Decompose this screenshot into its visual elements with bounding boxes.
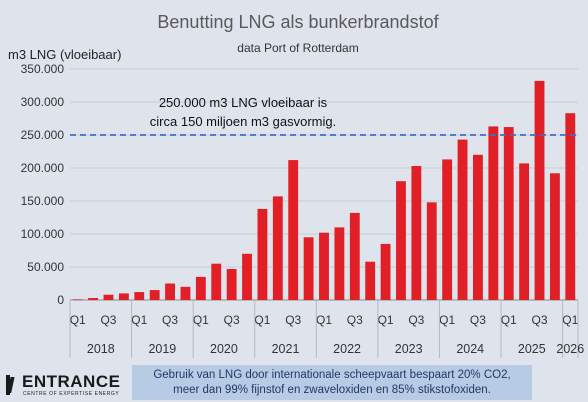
bar bbox=[272, 196, 283, 300]
bar bbox=[457, 139, 468, 300]
reference-annotation-line: 250.000 m3 LNG vloeibaar is bbox=[159, 95, 328, 110]
year-label: 2026 bbox=[556, 342, 584, 356]
bar bbox=[88, 298, 99, 300]
chart-title: Benutting LNG als bunkerbrandstof bbox=[157, 12, 439, 32]
bar bbox=[149, 290, 160, 300]
footer-note-line-2: meer dan 99% fijnstof en zwaveloxiden en… bbox=[173, 383, 491, 396]
y-tick-label: 350.000 bbox=[21, 62, 65, 76]
bar bbox=[549, 173, 560, 300]
reference-annotation-line: circa 150 miljoen m3 gasvormig. bbox=[150, 114, 336, 129]
y-tick-label: 100.000 bbox=[21, 227, 65, 241]
x-axis-ticks: Q1 Q3 Q1 Q3 Q1 Q3 Q1 Q3 Q1 Q3 Q1 Q3 Q1 Q3 Q1 Q3 Q1 bbox=[70, 313, 579, 327]
entrance-logo: ENTRANCE CENTRE OF EXPERTISE ENERGY bbox=[6, 372, 126, 398]
x-tick-label: Q3 bbox=[408, 313, 424, 327]
x-tick-label: Q1 bbox=[254, 313, 270, 327]
bar bbox=[319, 232, 329, 300]
bar bbox=[473, 154, 483, 300]
x-tick-label: Q1 bbox=[316, 313, 332, 327]
bar bbox=[134, 292, 145, 300]
y-tick-label: 50.000 bbox=[27, 260, 64, 274]
bar bbox=[380, 243, 391, 300]
logo-tagline: CENTRE OF EXPERTISE ENERGY bbox=[23, 391, 120, 397]
bar bbox=[411, 166, 422, 300]
x-tick-label: Q3 bbox=[347, 313, 363, 327]
bar-chart: Benutting LNG als bunkerbrandstof data P… bbox=[8, 12, 584, 358]
bar bbox=[503, 127, 514, 300]
bar bbox=[396, 181, 406, 300]
year-label: 2019 bbox=[148, 342, 176, 356]
bar bbox=[519, 163, 530, 300]
bar bbox=[303, 237, 314, 300]
x-tick-label: Q3 bbox=[285, 313, 301, 327]
bar bbox=[165, 283, 175, 300]
bar bbox=[180, 286, 191, 300]
x-tick-label: Q3 bbox=[100, 313, 116, 327]
y-tick-label: 200.000 bbox=[21, 161, 65, 175]
bar bbox=[195, 276, 206, 300]
bar bbox=[103, 294, 114, 300]
x-tick-label: Q1 bbox=[501, 313, 517, 327]
year-label: 2025 bbox=[518, 342, 546, 356]
chart-subtitle: data Port of Rotterdam bbox=[237, 41, 358, 55]
y-axis-label: m3 LNG (vloeibaar) bbox=[8, 47, 121, 62]
footer-note: Gebruik van LNG door internationale sche… bbox=[132, 365, 532, 400]
y-tick-label: 300.000 bbox=[21, 95, 65, 109]
year-label: 2021 bbox=[272, 342, 300, 356]
x-tick-label: Q1 bbox=[562, 313, 578, 327]
y-axis-ticks: 0 50.000 100.000 150.000 200.000 250.000 300.0… bbox=[21, 62, 65, 307]
y-tick-label: 150.000 bbox=[21, 194, 65, 208]
x-tick-label: Q1 bbox=[131, 313, 147, 327]
year-label: 2022 bbox=[333, 342, 361, 356]
bar bbox=[488, 126, 499, 300]
bar bbox=[226, 268, 237, 300]
logo-name: ENTRANCE bbox=[22, 372, 121, 391]
x-axis-years: 2018 2019 2020 2021 2022 2023 2024 2025 2026 bbox=[69, 300, 584, 358]
year-label: 2024 bbox=[456, 342, 484, 356]
x-tick-label: Q3 bbox=[532, 313, 548, 327]
bar bbox=[565, 113, 576, 300]
x-tick-label: Q1 bbox=[439, 313, 455, 327]
footer-note-line-1: Gebruik van LNG door internationale sche… bbox=[153, 368, 511, 381]
y-tick-label: 0 bbox=[57, 293, 64, 307]
x-tick-label: Q1 bbox=[193, 313, 209, 327]
bars bbox=[72, 80, 576, 300]
bar bbox=[288, 160, 299, 300]
bar bbox=[334, 227, 345, 300]
logo-mark-icon bbox=[6, 375, 15, 395]
x-tick-label: Q3 bbox=[470, 313, 486, 327]
bar bbox=[242, 253, 252, 300]
x-tick-label: Q1 bbox=[378, 313, 394, 327]
year-label: 2018 bbox=[87, 342, 115, 356]
bar bbox=[365, 261, 376, 300]
bar bbox=[349, 212, 360, 300]
year-label: 2023 bbox=[395, 342, 423, 356]
bar bbox=[118, 293, 129, 300]
x-tick-label: Q3 bbox=[224, 313, 240, 327]
reference-line-group: 250.000 m3 LNG vloeibaar is circa 150 mil… bbox=[70, 95, 578, 136]
x-tick-label: Q1 bbox=[70, 313, 86, 327]
bar bbox=[72, 299, 83, 300]
bar bbox=[257, 208, 268, 300]
bar bbox=[426, 202, 437, 300]
bar bbox=[211, 263, 222, 300]
x-tick-label: Q3 bbox=[162, 313, 178, 327]
bar bbox=[534, 80, 545, 300]
bar bbox=[442, 159, 453, 300]
y-tick-label: 250.000 bbox=[21, 128, 65, 142]
year-label: 2020 bbox=[210, 342, 238, 356]
